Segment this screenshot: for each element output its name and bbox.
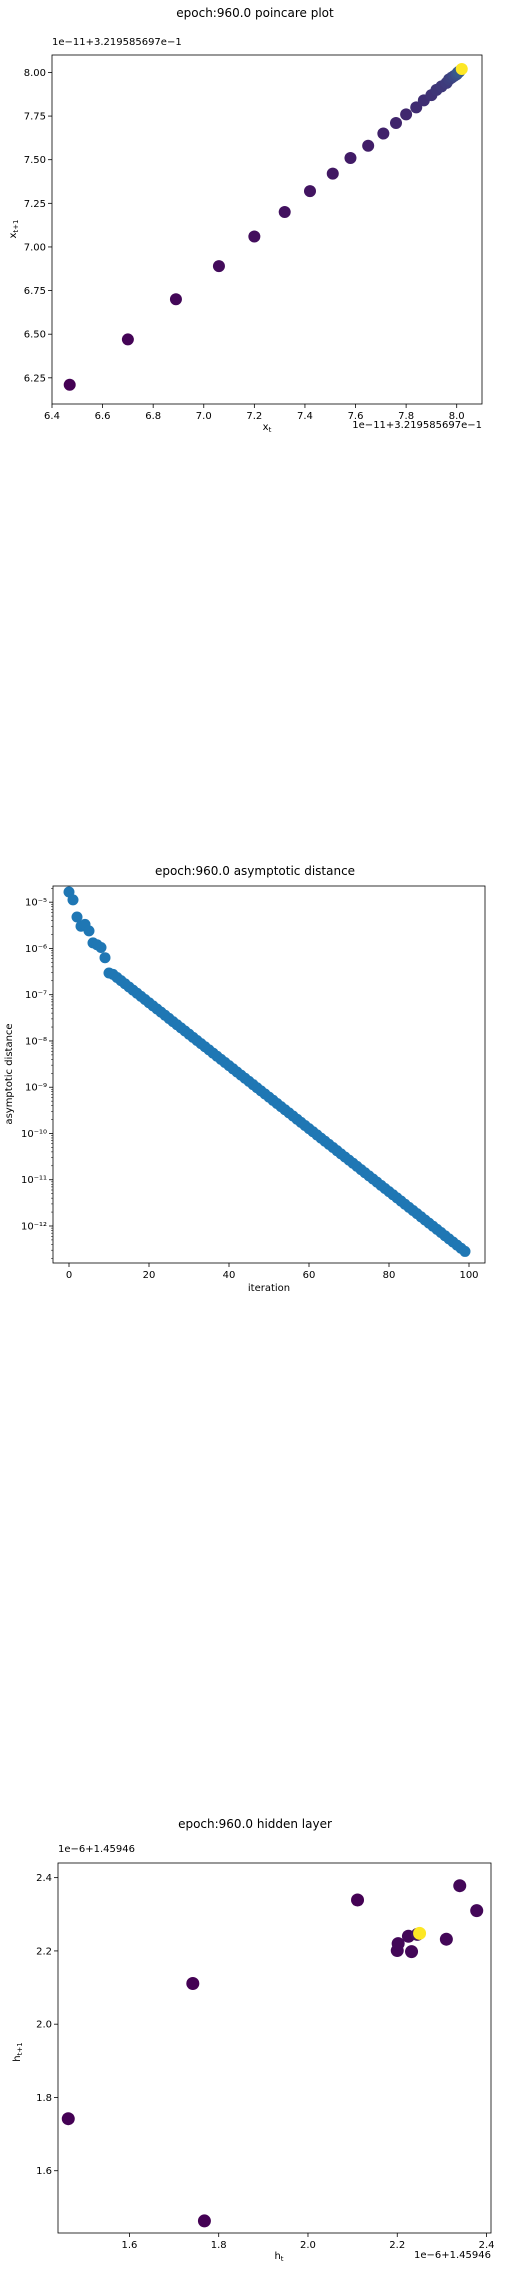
- data-point: [304, 185, 316, 198]
- y-tick-label: 10⁻¹²: [21, 1221, 47, 1232]
- plot-frame: [57, 1862, 492, 2234]
- x-tick-label: 1.8: [211, 2240, 227, 2251]
- data-point: [439, 1932, 453, 1946]
- x-tick-label: 80: [383, 1270, 396, 1281]
- data-point: [391, 1937, 405, 1951]
- y-tick-label: 7.75: [24, 112, 46, 123]
- x-axis-label: ht: [274, 2251, 283, 2262]
- x-tick-label: 2.4: [479, 2240, 495, 2251]
- data-point: [377, 127, 390, 140]
- data-point: [405, 1945, 419, 1959]
- y-tick-label: 2.4: [36, 1873, 52, 1884]
- data-point: [61, 2112, 75, 2126]
- y-tick-label: 10⁻⁶: [25, 944, 47, 955]
- y-tick-label: 10⁻⁸: [25, 1036, 47, 1047]
- x-tick-label: 6.6: [95, 411, 111, 422]
- y-offset-label: 1e−6+1.45946: [58, 1844, 135, 1855]
- x-tick-label: 7.2: [246, 411, 262, 422]
- y-offset-label: 1e−11+3.219585697e−1: [52, 37, 182, 48]
- data-point: [326, 167, 339, 180]
- y-tick-label: 1.6: [36, 2166, 52, 2177]
- data-point: [410, 101, 423, 114]
- y-tick-label: 10⁻⁹: [25, 1083, 47, 1094]
- x-tick-label: 60: [303, 1270, 316, 1281]
- data-point: [99, 952, 111, 964]
- plot-marks: 6.4 6.6 6.8 7.0 7.2 7.4 7.6 7.8 8.0 6.25 6.50 6.75 7…: [24, 62, 468, 422]
- data-point: [67, 894, 79, 906]
- chart-title: epoch:960.0 poincare plot: [176, 6, 334, 20]
- x-tick-label: 7.6: [348, 411, 364, 422]
- y-tick-label: 7.25: [24, 199, 46, 210]
- y-tick-label: 10⁻⁷: [25, 990, 47, 1001]
- spacer: [0, 450, 510, 854]
- data-point: [83, 925, 95, 937]
- data-point: [400, 108, 413, 121]
- plot-frame: [52, 885, 486, 1264]
- data-point: [470, 1904, 484, 1918]
- x-tick-label: 0: [66, 1270, 72, 1281]
- y-tick-label: 10⁻¹⁰: [21, 1129, 47, 1140]
- x-tick-label: 7.4: [297, 411, 313, 422]
- data-point: [248, 230, 261, 243]
- data-point: [344, 151, 357, 164]
- y-tick-label: 10⁻⁵: [25, 898, 47, 909]
- data-point: [362, 139, 375, 152]
- y-tick-label: 6.50: [24, 330, 46, 341]
- plot-marks: 1.6 1.8 2.0 2.2 2.4 1.6 1.8 2.0 2.2 2.4: [36, 1873, 494, 2251]
- x-tick-label: 8.0: [449, 411, 465, 422]
- data-point: [169, 293, 182, 306]
- y-axis-label: asymptotic distance: [4, 1023, 15, 1124]
- y-tick-label: 10⁻¹¹: [21, 1175, 47, 1186]
- data-point: [413, 1926, 427, 1940]
- x-tick-label: 40: [223, 1270, 236, 1281]
- y-tick-label: 2.0: [36, 2020, 52, 2031]
- data-point: [197, 2214, 211, 2228]
- x-tick-label: 6.4: [44, 411, 60, 422]
- x-tick-label: 2.2: [389, 2240, 405, 2251]
- data-point: [95, 942, 107, 954]
- data-point: [212, 260, 225, 273]
- data-point: [71, 911, 83, 923]
- data-point: [390, 117, 402, 130]
- y-tick-label: 1.8: [36, 2093, 52, 2104]
- x-tick-label: 6.8: [145, 411, 161, 422]
- y-tick-label: 6.75: [24, 286, 46, 297]
- data-point: [455, 62, 468, 75]
- y-tick-label: 2.2: [36, 1946, 52, 1957]
- poincare-plot-chart: epoch:960.0 poincare plot 1e−11+3.219585…: [8, 6, 483, 434]
- x-offset-label: 1e−6+1.45946: [414, 2250, 491, 2261]
- chart-title: epoch:960.0 asymptotic distance: [155, 864, 355, 878]
- y-tick-label: 7.00: [24, 242, 46, 253]
- data-point: [459, 1245, 471, 1257]
- x-tick-label: 2.0: [300, 2240, 316, 2251]
- y-tick-label: 8.00: [24, 68, 46, 79]
- x-axis-label: iteration: [248, 1283, 290, 1294]
- x-offset-label: 1e−11+3.219585697e−1: [352, 420, 482, 431]
- data-point: [63, 378, 76, 391]
- data-point: [453, 1879, 467, 1893]
- y-axis-label: ht+1: [12, 2042, 24, 2061]
- y-tick-label: 6.25: [24, 373, 46, 384]
- data-point: [186, 1977, 200, 1991]
- data-point: [351, 1893, 365, 1907]
- y-tick-label: 7.50: [24, 155, 46, 166]
- hidden-layer-chart: epoch:960.0 hidden layer 1e−6+1.45946 1.…: [12, 1817, 494, 2262]
- x-tick-label: 7.0: [196, 411, 212, 422]
- x-tick-label: 7.8: [398, 411, 414, 422]
- x-tick-label: 20: [143, 1270, 156, 1281]
- plot-frame: [51, 54, 483, 405]
- data-point: [121, 333, 134, 346]
- data-point: [278, 206, 291, 219]
- asymptotic-distance-chart: epoch:960.0 asymptotic distance 0 20 40 60 8…: [4, 864, 486, 1294]
- plot-marks: 0 20 40 60 80 100 10⁻⁵ 10⁻⁶ 10⁻⁷ 10⁻⁸ 10⁻⁹ 10⁻¹⁰ 10⁻…: [21, 886, 479, 1281]
- x-tick-label: 1.6: [121, 2240, 137, 2251]
- x-tick-label: 100: [459, 1270, 478, 1281]
- chart-title: epoch:960.0 hidden layer: [178, 1817, 332, 1831]
- x-axis-label: xt: [263, 422, 272, 434]
- y-axis-label: xt+1: [8, 220, 20, 239]
